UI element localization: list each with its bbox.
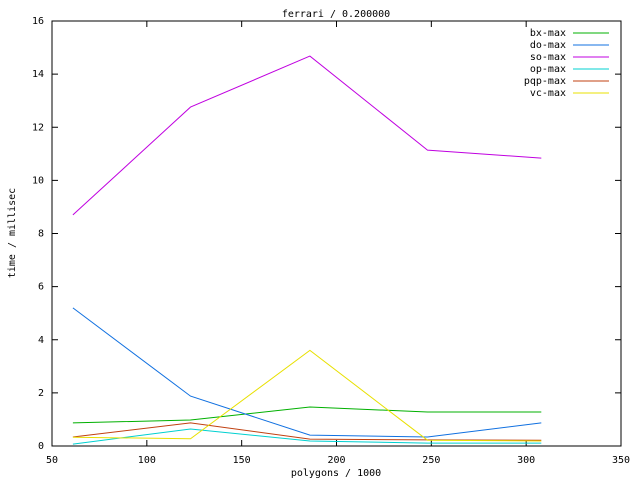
- legend-label: op-max: [530, 64, 566, 75]
- x-tick-label: 250: [422, 455, 440, 466]
- y-tick-label: 16: [32, 16, 44, 27]
- legend-label: vc-max: [530, 88, 566, 99]
- x-tick-label: 100: [138, 455, 156, 466]
- legend-label: do-max: [530, 40, 566, 51]
- y-tick-label: 4: [38, 335, 44, 346]
- x-tick-label: 200: [327, 455, 345, 466]
- x-tick-label: 150: [233, 455, 251, 466]
- x-tick-label: 50: [46, 455, 58, 466]
- chart-title: ferrari / 0.200000: [282, 9, 390, 20]
- y-axis-label: time / millisec: [7, 188, 18, 278]
- series-line: [72, 55, 542, 216]
- y-tick-label: 6: [38, 282, 44, 293]
- series-line: [72, 428, 542, 445]
- series-line: [72, 307, 542, 438]
- y-tick-label: 8: [38, 229, 44, 240]
- y-tick-label: 14: [32, 69, 44, 80]
- legend-label: bx-max: [530, 28, 566, 39]
- y-tick-label: 10: [32, 175, 44, 186]
- x-tick-label: 350: [612, 455, 630, 466]
- series-line: [72, 349, 542, 442]
- y-tick-label: 2: [38, 388, 44, 399]
- series-line: [72, 406, 542, 424]
- x-axis-label: polygons / 1000: [291, 468, 381, 479]
- y-tick-label: 0: [38, 441, 44, 452]
- legend-label: so-max: [530, 52, 566, 63]
- legend-label: pqp-max: [524, 76, 566, 87]
- x-tick-label: 300: [517, 455, 535, 466]
- y-tick-label: 12: [32, 122, 44, 133]
